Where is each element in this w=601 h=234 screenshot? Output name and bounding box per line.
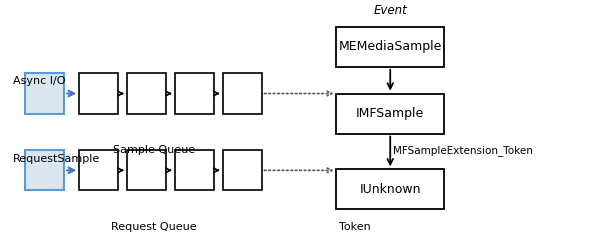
FancyBboxPatch shape [79, 150, 118, 190]
FancyBboxPatch shape [25, 73, 64, 113]
FancyBboxPatch shape [175, 150, 214, 190]
Text: MEMediaSample: MEMediaSample [338, 40, 442, 53]
Text: RequestSample: RequestSample [13, 154, 100, 164]
Text: Request Queue: Request Queue [111, 222, 197, 232]
FancyBboxPatch shape [127, 150, 166, 190]
Text: MFSampleExtension_Token: MFSampleExtension_Token [393, 145, 533, 156]
Text: Token: Token [340, 222, 371, 232]
Text: Sample Queue: Sample Queue [113, 145, 195, 155]
Text: IMFSample: IMFSample [356, 107, 424, 120]
FancyBboxPatch shape [223, 73, 261, 113]
FancyBboxPatch shape [127, 73, 166, 113]
FancyBboxPatch shape [337, 94, 444, 134]
Text: IUnknown: IUnknown [359, 183, 421, 196]
Text: Event: Event [373, 4, 407, 17]
FancyBboxPatch shape [223, 150, 261, 190]
Text: Async I/O: Async I/O [13, 76, 66, 86]
FancyBboxPatch shape [175, 73, 214, 113]
FancyBboxPatch shape [337, 169, 444, 209]
FancyBboxPatch shape [25, 150, 64, 190]
FancyBboxPatch shape [79, 73, 118, 113]
FancyBboxPatch shape [337, 27, 444, 67]
